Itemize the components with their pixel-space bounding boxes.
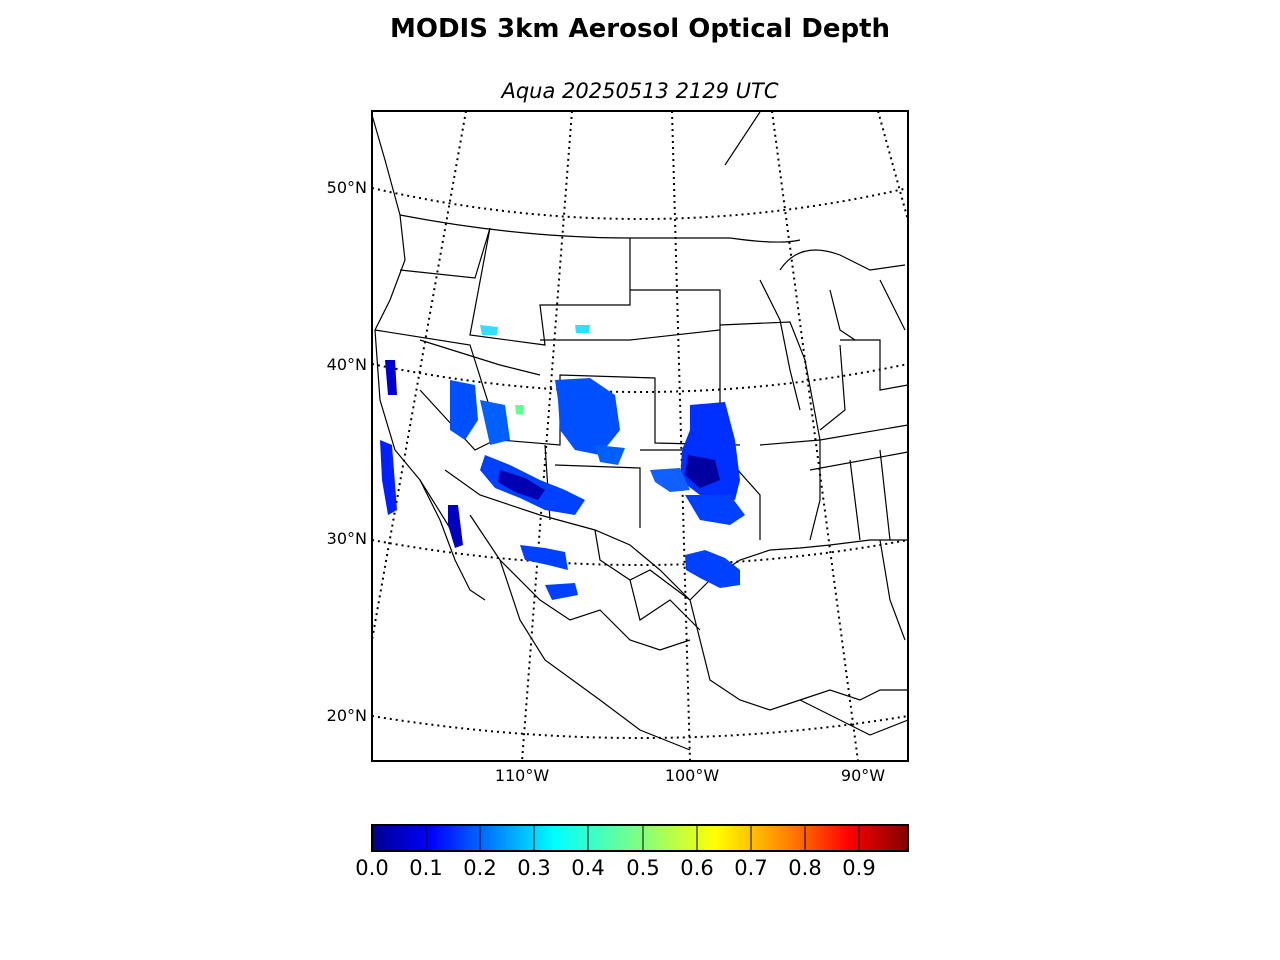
colorbar-tick-2: 0.2: [463, 856, 497, 880]
central-america: [799, 699, 908, 736]
mexico-west-coast: [469, 514, 691, 751]
mexico-interior-3: [629, 579, 701, 631]
meridian-90w: [771, 111, 859, 761]
colorbar-tick-0: 0.0: [355, 856, 389, 880]
aod-patch-nm-dots: [595, 445, 625, 465]
state-line-1: [469, 227, 631, 346]
aod-patch-southwest-dark: [498, 470, 545, 500]
state-line-11: [819, 339, 908, 431]
colorbar-tick-8: 0.8: [788, 856, 822, 880]
aod-patch-south-texas: [685, 550, 740, 588]
meridian-80w: [877, 111, 908, 221]
aod-patch-nevada: [450, 380, 478, 440]
colorbar-tick-3: 0.3: [517, 856, 551, 880]
colorbar: [371, 824, 909, 852]
aod-patch-oklahoma-dark: [685, 455, 720, 488]
colorbar-tick-1: 0.1: [409, 856, 443, 880]
state-line-8: [640, 330, 761, 540]
aod-patch-utah-cyan: [480, 325, 498, 335]
state-line-5: [419, 339, 541, 376]
lon-label-100w: 100°W: [664, 766, 720, 785]
aod-patch-west-texas: [650, 468, 690, 492]
lat-label-20n: 20°N: [326, 706, 367, 725]
lat-label-40n: 40°N: [326, 355, 367, 374]
colorbar-tick-6: 0.6: [680, 856, 714, 880]
aod-patch-california-south: [380, 440, 397, 515]
state-line-12: [759, 279, 801, 411]
aod-patch-colorado: [555, 378, 620, 455]
parallels: [372, 187, 908, 739]
state-line-7: [544, 444, 641, 528]
colorbar-tick-5: 0.5: [626, 856, 660, 880]
colorbar-tick-4: 0.4: [571, 856, 605, 880]
lat-label-50n: 50°N: [326, 178, 367, 197]
aod-patch-utah-green: [515, 405, 524, 415]
meridian-110w: [521, 111, 573, 761]
meridian-100w: [671, 111, 691, 761]
parallel-30n: [372, 539, 908, 566]
state-line-4: [399, 227, 491, 279]
aod-patch-wyoming-cyan: [575, 325, 590, 333]
lat-label-30n: 30°N: [326, 529, 367, 548]
baja-peninsula: [419, 479, 486, 601]
aod-patch-arizona-north: [480, 400, 510, 445]
aod-patch-chihuahua: [545, 583, 578, 600]
mexico-interior-1: [594, 529, 691, 601]
colorbar-gradient: [371, 824, 909, 852]
figure-title: MODIS 3km Aerosol Optical Depth: [389, 14, 891, 44]
parallel-50n: [372, 187, 908, 220]
state-line-9: [719, 321, 821, 541]
map-frame: [371, 110, 909, 762]
hudson-bay-edge: [724, 111, 761, 166]
colorbar-tick-7: 0.7: [734, 856, 768, 880]
aod-patch-sonora: [520, 545, 568, 570]
lon-label-90w: 90°W: [840, 766, 886, 785]
florida: [879, 539, 906, 641]
lon-label-110w: 110°W: [494, 766, 550, 785]
meridians: [372, 111, 908, 761]
state-line-6: [419, 389, 496, 451]
meridian-120w: [372, 111, 467, 641]
aod-patch-california-coast: [385, 360, 397, 395]
map-subtitle: Aqua 20250513 2129 UTC: [501, 79, 779, 103]
mexico-gulf-coast: [689, 599, 908, 711]
mexico-interior-2: [499, 559, 691, 651]
boundaries: [372, 111, 908, 751]
aod-patch-north-texas: [685, 495, 745, 525]
us-mexico-border: [444, 469, 691, 601]
colorbar-dividers: [425, 825, 860, 851]
great-lakes: [779, 249, 906, 341]
colorbar-tick-9: 0.9: [842, 856, 876, 880]
aod-patch-oklahoma: [680, 402, 740, 500]
us-canada-border: [399, 214, 801, 243]
parallel-20n: [372, 715, 908, 739]
state-line-10: [759, 424, 908, 541]
aod-retrievals: [380, 325, 745, 600]
aod-patch-baja: [448, 505, 463, 548]
